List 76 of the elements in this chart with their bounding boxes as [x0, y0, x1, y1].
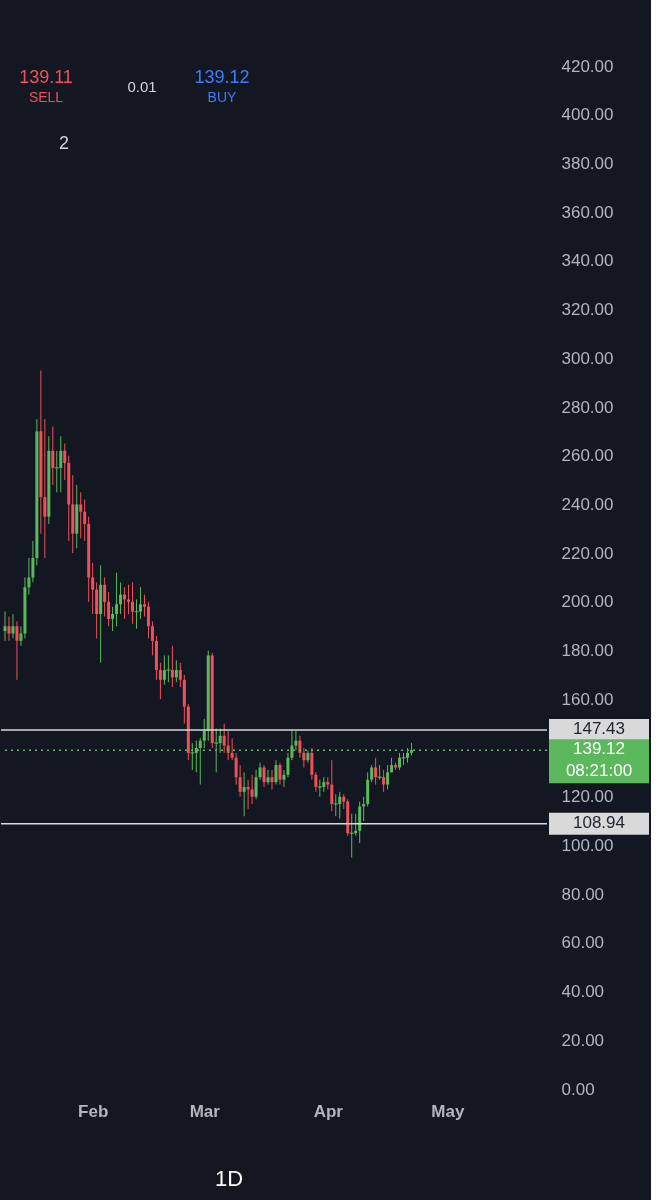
- candlestick: [166, 654, 171, 683]
- candlestick: [262, 764, 266, 788]
- candlestick: [374, 757, 378, 786]
- candlestick: [274, 759, 278, 786]
- candlestick: [178, 662, 182, 688]
- candlestick: [382, 769, 386, 793]
- candlestick: [158, 662, 162, 700]
- y-tick-label: 160.00: [561, 689, 614, 709]
- candlestick: [170, 645, 174, 688]
- candlestick: [131, 581, 135, 625]
- x-tick-label: Apr: [313, 1101, 344, 1121]
- y-tick-label: 0.00: [561, 1079, 595, 1099]
- y-tick-label: 240.00: [561, 494, 614, 514]
- y-tick-label: 80.00: [561, 884, 605, 904]
- candlestick: [278, 762, 282, 786]
- candlestick: [15, 620, 19, 681]
- ref-line-label: 108.94: [573, 812, 625, 832]
- y-tick-label: 20.00: [561, 1030, 605, 1050]
- annotation: 139.11: [19, 67, 73, 87]
- candlestick: [174, 659, 178, 683]
- y-tick-label: 60.00: [561, 933, 605, 953]
- y-tick-label: 200.00: [561, 592, 614, 612]
- candlestick: [103, 577, 107, 617]
- y-tick-label: 260.00: [561, 446, 614, 466]
- candlestick: [162, 654, 166, 686]
- y-tick-label: 120.00: [561, 787, 614, 807]
- candlestick: [330, 759, 334, 812]
- y-tick-label: 340.00: [561, 251, 614, 271]
- candlestick: [107, 591, 111, 627]
- y-tick-label: 360.00: [561, 202, 614, 222]
- x-tick-label: Mar: [189, 1101, 221, 1121]
- candlestick: [79, 491, 83, 540]
- candlestick: [119, 581, 123, 615]
- candlestick: [115, 572, 119, 627]
- candlestick: [270, 769, 274, 790]
- candlestick: [266, 769, 270, 786]
- candlestick: [242, 771, 246, 817]
- y-tick-label: 40.00: [561, 982, 605, 1002]
- candlestick: [338, 791, 342, 820]
- annotation: 0.01: [127, 78, 157, 95]
- y-tick-label: 400.00: [561, 105, 614, 125]
- candlestick: [386, 764, 390, 790]
- candlestick: [83, 499, 87, 542]
- candlestick: [59, 435, 63, 493]
- candlestick: [333, 793, 338, 817]
- y-tick-label: 180.00: [561, 641, 614, 661]
- candlestick: [111, 606, 115, 632]
- candlestick: [7, 615, 11, 642]
- annotation: SELL: [28, 89, 64, 105]
- candlestick: [127, 584, 131, 615]
- candlestick: [3, 611, 7, 642]
- candlestick: [91, 562, 95, 615]
- x-tick-label: Feb: [78, 1101, 109, 1121]
- candlestick: [250, 774, 254, 805]
- annotation: 139.12: [194, 67, 250, 87]
- y-tick-label: 100.00: [561, 835, 614, 855]
- candlestick: [146, 601, 150, 639]
- candlestick: [142, 594, 146, 617]
- y-tick-label: 420.00: [561, 56, 614, 76]
- y-tick-label: 380.00: [561, 153, 614, 173]
- y-tick-label: 280.00: [561, 397, 614, 417]
- annotation: 2: [58, 133, 70, 153]
- candlestick: [222, 723, 226, 754]
- y-tick-label: 320.00: [561, 300, 614, 320]
- y-tick-label: 220.00: [561, 543, 614, 563]
- candlestick: [150, 620, 154, 656]
- y-tick-label: 300.00: [561, 348, 614, 368]
- ref-line-label: 147.43: [573, 718, 625, 738]
- text: 1D: [214, 1166, 244, 1191]
- candlestick: [11, 613, 15, 639]
- annotation: BUY: [207, 89, 238, 105]
- candlestick: [51, 425, 55, 486]
- x-tick-label: May: [431, 1101, 465, 1121]
- ref-line-label: 139.12 08:21:00: [565, 739, 633, 781]
- candlestick: [63, 443, 67, 481]
- candlestick: [138, 586, 142, 620]
